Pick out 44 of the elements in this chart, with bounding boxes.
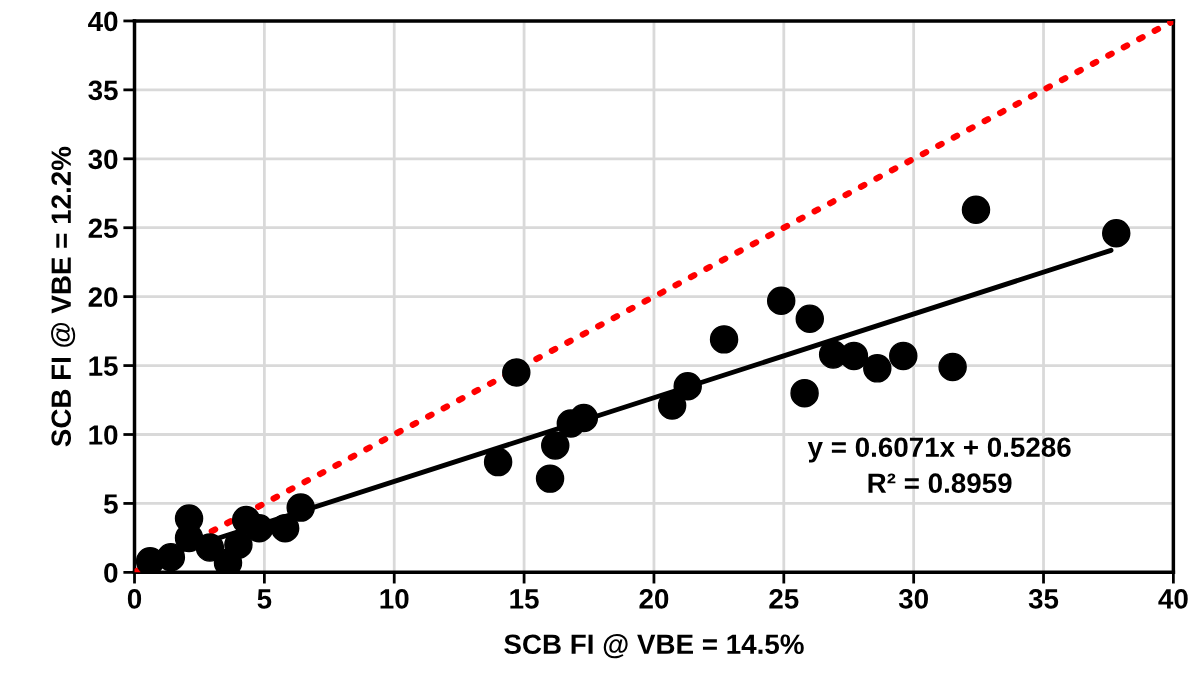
x-axis-title: SCB FI @ VBE = 14.5% (504, 634, 804, 659)
point (535, 464, 565, 493)
point (709, 325, 739, 354)
y-tick-label: 20 (88, 287, 118, 307)
y-tick-label: 15 (89, 356, 118, 376)
point (790, 378, 819, 408)
y-tick-label: 25 (88, 218, 118, 239)
y-tick-label: 0 (104, 563, 118, 583)
y-tick-label: 35 (88, 80, 118, 101)
point (795, 304, 825, 333)
point (286, 493, 315, 522)
point (961, 195, 991, 225)
x-tick-label: 0 (127, 589, 142, 609)
y-tick-label: 10 (89, 425, 118, 445)
x-tick-label: 40 (1158, 589, 1188, 609)
point (569, 403, 599, 433)
point (224, 530, 253, 560)
annotation: y = 0.6071x + 0.5286 R² = 0.8959 (807, 437, 1071, 494)
point (839, 341, 869, 371)
x-tick-label: 10 (380, 589, 409, 609)
point (244, 514, 274, 543)
x-tick-label: 5 (257, 589, 272, 609)
point (156, 542, 186, 572)
y-tick-label: 40 (88, 11, 118, 32)
point (541, 431, 570, 460)
point (673, 372, 702, 401)
x-tick-label: 35 (1028, 589, 1059, 609)
point (657, 391, 687, 420)
x-tick-label: 30 (898, 589, 928, 609)
point (270, 514, 300, 543)
x-tick-label: 15 (510, 589, 539, 609)
point (1102, 219, 1131, 248)
point (863, 354, 892, 383)
y-tick-label: 30 (88, 149, 118, 170)
point (889, 341, 918, 371)
y-tick-label: 5 (103, 494, 118, 514)
x-tick-label: 20 (639, 589, 669, 609)
point (483, 447, 513, 477)
x-tick-label: 25 (769, 589, 799, 609)
point (766, 286, 796, 316)
point (938, 352, 967, 382)
point (502, 358, 531, 387)
y-axis-title: SCB FI @ VBE = 12.2% (51, 146, 76, 447)
point (195, 533, 225, 562)
